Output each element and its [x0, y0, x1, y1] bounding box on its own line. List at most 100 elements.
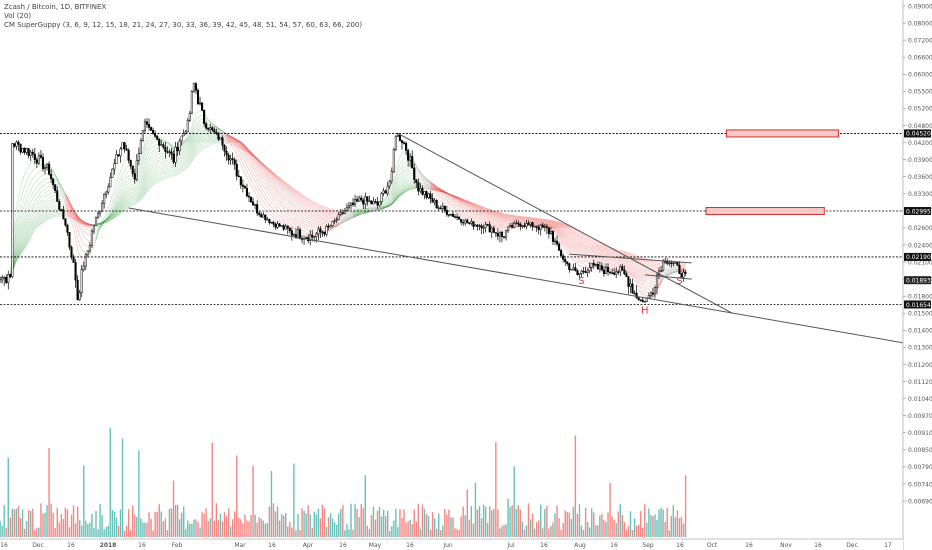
ribbon-line — [460, 205, 464, 208]
ribbon-line — [301, 224, 305, 227]
ribbon-line — [308, 221, 311, 223]
ribbon-line — [293, 194, 297, 197]
ribbon-line — [579, 247, 582, 250]
ribbon-line — [554, 224, 558, 226]
ribbon-line — [556, 224, 560, 226]
ribbon-line — [612, 263, 615, 266]
ribbon-line — [142, 167, 146, 174]
ribbon-line — [405, 177, 409, 180]
ribbon-line — [467, 202, 470, 205]
ribbon-line — [379, 206, 382, 208]
ribbon-line — [187, 136, 191, 140]
ribbon-line — [607, 254, 611, 257]
ribbon-line — [609, 253, 613, 255]
ribbon-line — [450, 196, 454, 199]
ribbon-line — [122, 162, 125, 166]
ribbon-line — [571, 247, 574, 250]
ribbon-line — [124, 172, 127, 177]
ribbon-line — [285, 203, 288, 206]
ribbon-line — [560, 229, 564, 233]
ribbon-line — [420, 177, 423, 180]
ribbon-line — [20, 192, 23, 201]
ribbon-line — [87, 234, 91, 236]
ribbon-line — [197, 119, 201, 123]
ribbon-line — [434, 184, 437, 188]
ribbon-line — [560, 228, 564, 231]
ribbon-line — [177, 164, 180, 167]
ribbon-line — [140, 188, 144, 192]
ribbon-line — [420, 181, 423, 184]
ribbon-line — [254, 165, 258, 170]
ribbon-line — [69, 203, 72, 207]
ribbon-line — [487, 213, 490, 215]
ribbon-line — [344, 217, 347, 220]
ribbon-line — [36, 218, 40, 222]
ribbon-line — [575, 246, 578, 249]
ribbon-line — [391, 197, 395, 202]
ribbon-line — [140, 162, 144, 169]
ribbon-line — [140, 180, 144, 185]
ribbon-line — [51, 198, 54, 201]
ribbon-line — [148, 148, 152, 153]
ribbon-line — [83, 236, 87, 239]
ribbon-line — [134, 194, 137, 197]
ribbon-line — [193, 120, 197, 126]
ribbon-line — [632, 270, 635, 273]
ribbon-line — [67, 202, 70, 205]
ribbon-line — [132, 196, 135, 198]
ribbon-line — [108, 216, 111, 219]
ribbon-line — [20, 225, 23, 233]
ribbon-line — [275, 180, 278, 183]
ribbon-line — [144, 179, 148, 184]
ribbon-line — [148, 163, 152, 167]
ribbon-line — [271, 202, 274, 206]
ribbon-line — [99, 222, 103, 224]
ribbon-line — [260, 172, 264, 176]
ribbon-line — [303, 212, 307, 215]
ribbon-line — [671, 271, 674, 274]
ribbon-line — [485, 213, 488, 215]
ribbon-line — [199, 133, 203, 136]
ribbon-line — [456, 197, 460, 200]
ribbon-line — [75, 239, 78, 250]
ribbon-line — [558, 233, 562, 237]
ribbon-line — [297, 213, 301, 216]
ribbon-line — [71, 208, 74, 214]
ribbon-line — [308, 214, 311, 217]
ribbon-line — [128, 198, 131, 200]
ribbon-line — [269, 187, 272, 191]
ribbon-line — [367, 208, 370, 211]
ribbon-line — [73, 211, 76, 214]
ribbon-line — [120, 198, 123, 203]
ribbon-line — [469, 207, 472, 209]
ribbon-line — [50, 206, 54, 209]
ribbon-line — [197, 110, 201, 113]
ribbon-line — [285, 187, 288, 190]
ribbon-line — [446, 193, 450, 196]
ribbon-line — [69, 202, 72, 207]
ribbon-line — [279, 188, 282, 192]
ribbon-line — [352, 216, 356, 218]
ribbon-line — [475, 214, 478, 216]
ribbon-line — [97, 223, 101, 225]
ribbon-line — [644, 269, 647, 271]
ribbon-line — [63, 200, 66, 203]
ribbon-line — [71, 212, 74, 215]
ribbon-line — [116, 204, 119, 208]
ribbon-line — [342, 220, 345, 223]
ribbon-line — [442, 190, 446, 193]
ribbon-line — [632, 273, 635, 276]
ribbon-line — [314, 217, 317, 219]
ribbon-line — [442, 190, 445, 192]
ribbon-line — [622, 259, 625, 261]
ribbon-line — [118, 206, 121, 210]
ribbon-line — [399, 154, 403, 158]
ribbon-line — [599, 259, 603, 261]
ribbon-line — [261, 170, 264, 174]
ribbon-line — [226, 136, 229, 138]
ribbon-line — [132, 194, 135, 197]
ribbon-line — [271, 183, 274, 187]
ribbon-line — [581, 262, 584, 265]
ribbon-line — [393, 186, 397, 193]
